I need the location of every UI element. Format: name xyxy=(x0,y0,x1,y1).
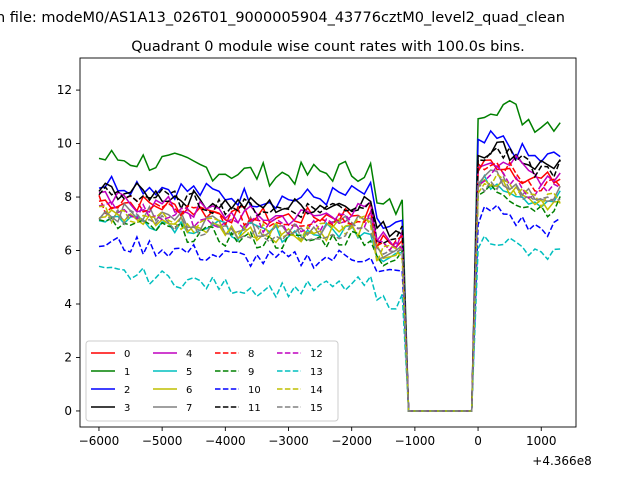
y-tick-label: 8 xyxy=(64,190,72,204)
axes-frame xyxy=(79,57,577,428)
y-tick-label: 6 xyxy=(64,244,72,258)
legend-label-0: 0 xyxy=(124,349,130,360)
series-line-3 xyxy=(98,140,561,412)
x-offset-label: +4.366e8 xyxy=(532,454,591,468)
legend-box xyxy=(85,340,339,422)
series-line-8 xyxy=(98,160,561,412)
legend-label-9: 9 xyxy=(248,367,254,378)
y-axis: 0 2 4 6 8 10 12 xyxy=(57,83,80,418)
series-lines xyxy=(98,99,561,412)
series-line-1 xyxy=(98,99,561,412)
x-tick-label: −5000 xyxy=(142,434,183,448)
legend-label-7: 7 xyxy=(186,403,192,414)
x-tick-label: −3000 xyxy=(268,434,309,448)
chart-title: Quadrant 0 module wise count rates with … xyxy=(131,39,525,55)
y-tick-label: 2 xyxy=(64,350,72,364)
series-line-11 xyxy=(98,146,561,412)
y-tick-label: 0 xyxy=(64,404,72,418)
x-tick-label: −6000 xyxy=(79,434,120,448)
series-line-0 xyxy=(98,159,561,412)
legend-label-10: 10 xyxy=(248,385,261,396)
series-line-10 xyxy=(98,204,561,412)
x-tick-label: −2000 xyxy=(331,434,372,448)
y-tick-label: 4 xyxy=(64,297,72,311)
x-tick-label: 0 xyxy=(474,434,482,448)
legend-label-3: 3 xyxy=(124,403,130,414)
legend-label-14: 14 xyxy=(310,385,323,396)
legend-label-4: 4 xyxy=(186,349,192,360)
legend-label-12: 12 xyxy=(310,349,323,360)
series-line-13 xyxy=(98,234,561,412)
x-tick-label: 1000 xyxy=(526,434,557,448)
legend-label-15: 15 xyxy=(310,403,323,414)
x-tick-label: −1000 xyxy=(395,434,436,448)
legend-label-8: 8 xyxy=(248,349,254,360)
legend-label-1: 1 xyxy=(124,367,130,378)
legend-label-6: 6 xyxy=(186,385,192,396)
figure-suptitle: n file: modeM0/AS1A13_026T01_9000005904_… xyxy=(0,10,565,26)
series-line-12 xyxy=(98,165,561,412)
x-tick-label: −4000 xyxy=(205,434,246,448)
y-tick-label: 10 xyxy=(57,137,72,151)
x-axis: −6000 −5000 −4000 −3000 −2000 −1000 0 1000 xyxy=(79,427,557,448)
legend-label-5: 5 xyxy=(186,367,192,378)
legend-label-11: 11 xyxy=(248,403,261,414)
series-line-4 xyxy=(98,154,561,412)
legend-label-2: 2 xyxy=(124,385,130,396)
legend-label-13: 13 xyxy=(310,367,323,378)
y-tick-label: 12 xyxy=(57,83,72,97)
series-line-14 xyxy=(98,173,561,412)
series-line-15 xyxy=(98,175,561,412)
